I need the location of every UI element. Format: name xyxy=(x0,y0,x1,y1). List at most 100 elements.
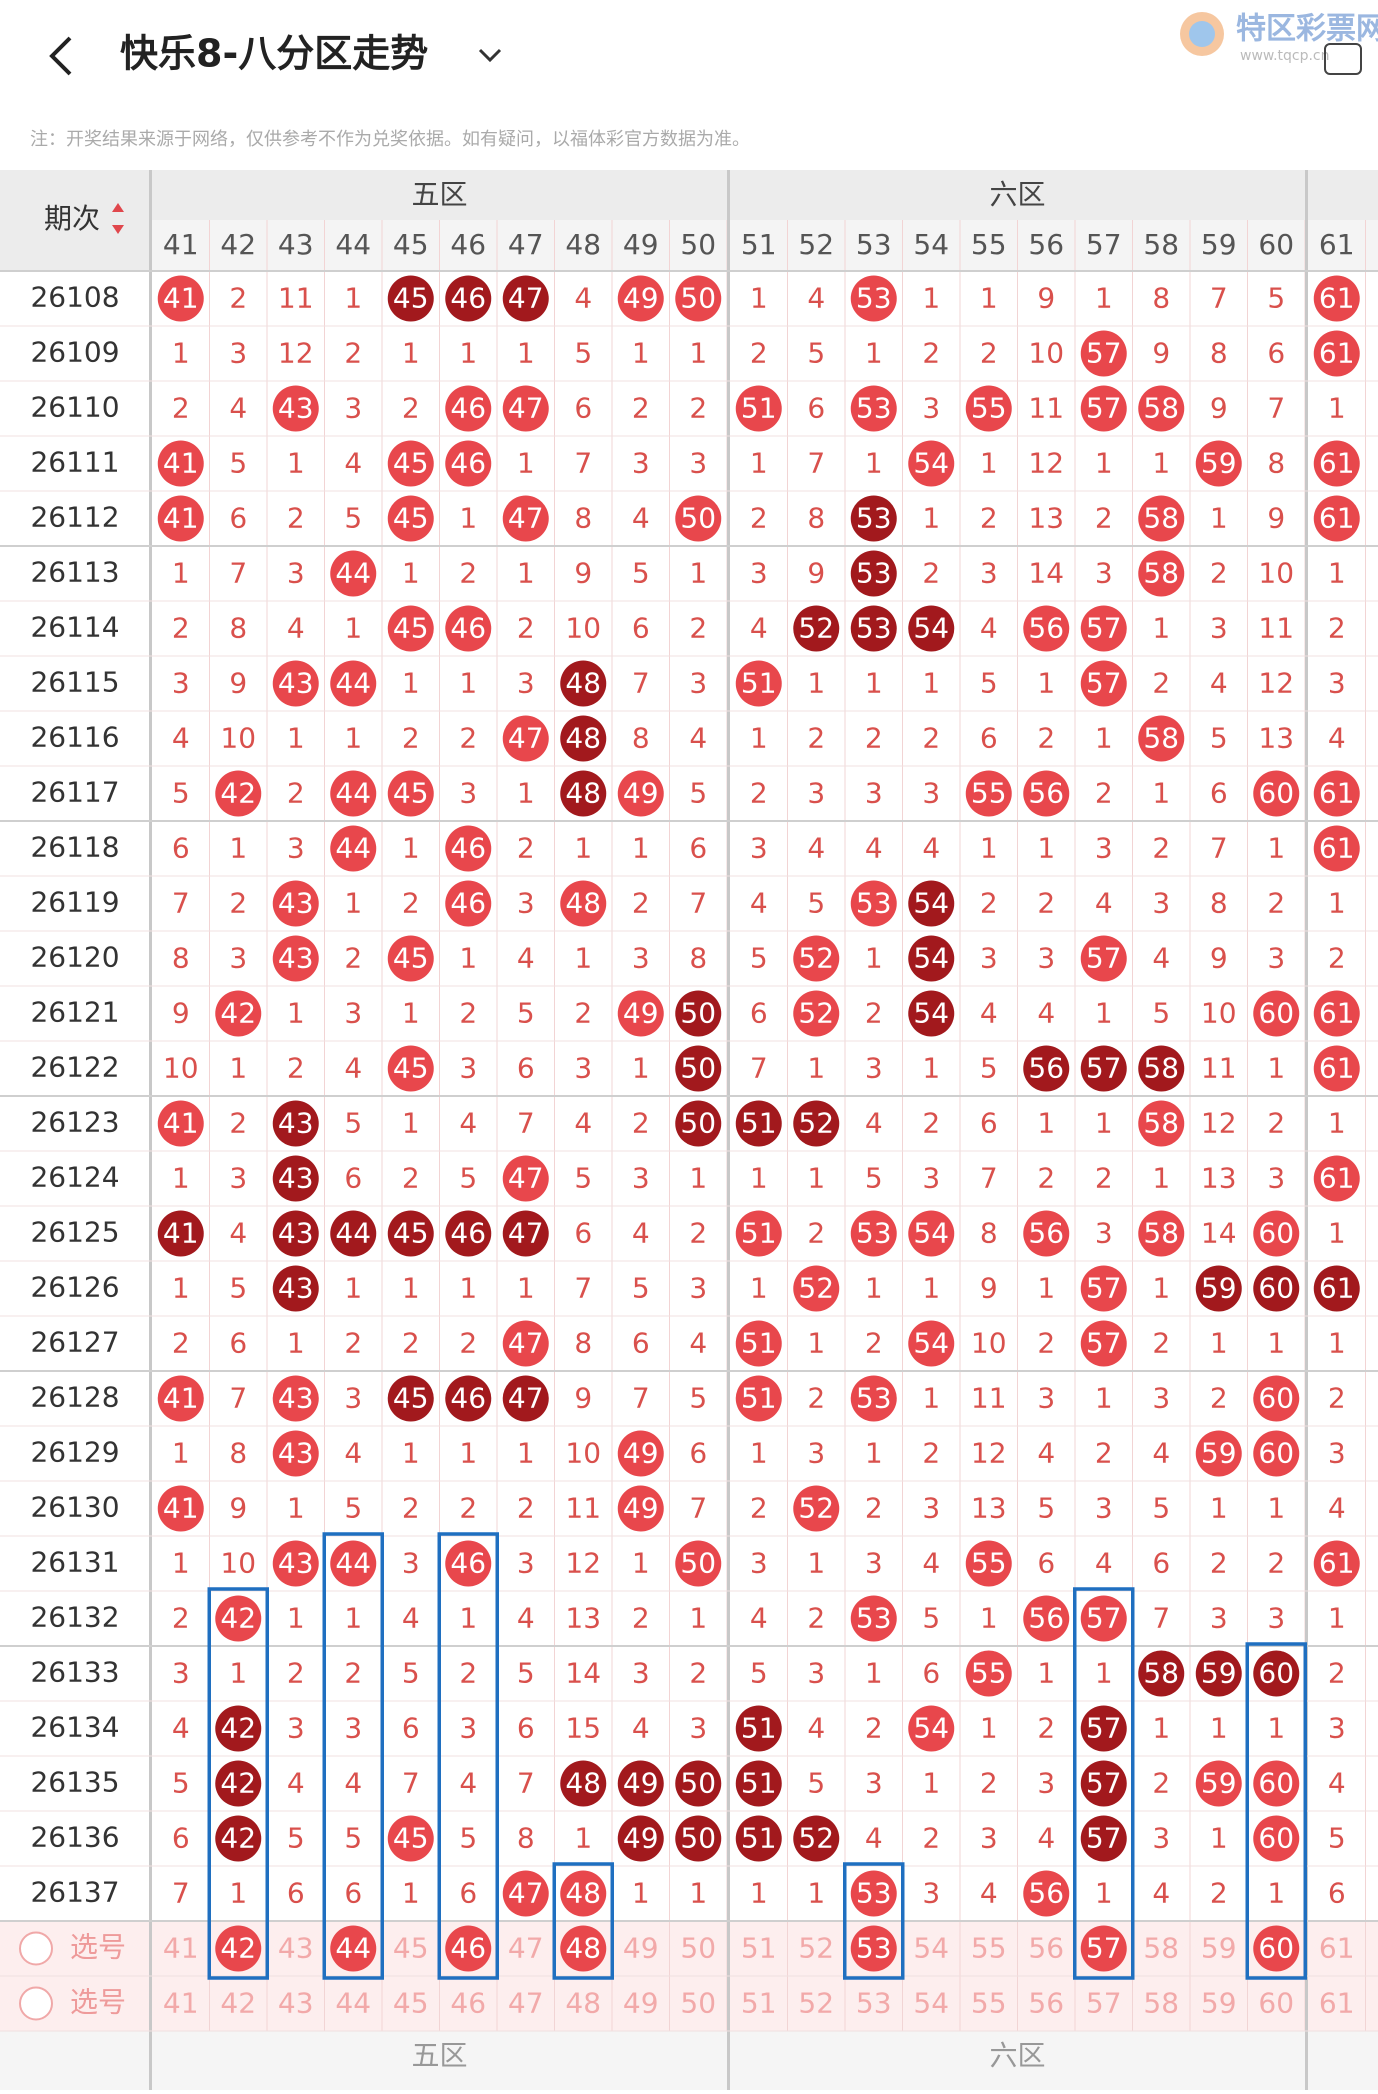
miss-count: 4 xyxy=(172,1712,190,1745)
period: 26115 xyxy=(30,666,119,699)
miss-count: 10 xyxy=(220,1547,256,1580)
selector-number[interactable]: 42 xyxy=(220,1932,256,1965)
miss-count: 12 xyxy=(971,1437,1007,1470)
selector-number[interactable]: 56 xyxy=(1028,1932,1064,1965)
ball-number: 46 xyxy=(450,832,486,865)
selector-number[interactable]: 56 xyxy=(1028,1987,1064,2020)
share-icon[interactable] xyxy=(1324,43,1362,75)
ball xyxy=(908,1210,955,1257)
selector-number[interactable]: 41 xyxy=(163,1932,199,1965)
selector-number[interactable]: 50 xyxy=(680,1932,716,1965)
selector-number[interactable]: 58 xyxy=(1143,1932,1179,1965)
miss-count: 6 xyxy=(517,1712,535,1745)
miss-count: 8 xyxy=(229,1437,247,1470)
selector-number[interactable]: 45 xyxy=(393,1932,429,1965)
selector-number[interactable]: 48 xyxy=(565,1932,601,1965)
ball-number: 47 xyxy=(508,502,544,535)
selector-number[interactable]: 52 xyxy=(798,1932,834,1965)
selector-number[interactable]: 49 xyxy=(623,1932,659,1965)
selected-ball[interactable] xyxy=(850,1925,897,1972)
selector-number[interactable]: 61 xyxy=(1319,1987,1355,2020)
selector-number[interactable]: 47 xyxy=(508,1987,544,2020)
selector-number[interactable]: 54 xyxy=(913,1987,949,2020)
miss-count: 1 xyxy=(865,942,883,975)
selector-number[interactable]: 49 xyxy=(623,1987,659,2020)
miss-count: 1 xyxy=(922,282,940,315)
selector-number[interactable]: 57 xyxy=(1086,1987,1122,2020)
miss-count: 7 xyxy=(689,887,707,920)
miss-count: 1 xyxy=(287,722,305,755)
selector-number[interactable]: 52 xyxy=(798,1987,834,2020)
selected-ball[interactable] xyxy=(1253,1925,1300,1972)
miss-count: 1 xyxy=(402,1107,420,1140)
ball-number: 50 xyxy=(680,282,716,315)
ball-number: 50 xyxy=(680,1822,716,1855)
selector-number[interactable]: 48 xyxy=(565,1987,601,2020)
selector-number[interactable]: 55 xyxy=(971,1932,1007,1965)
selector-number[interactable]: 44 xyxy=(335,1987,371,2020)
selector-number[interactable]: 60 xyxy=(1258,1987,1294,2020)
ball-number: 47 xyxy=(508,392,544,425)
miss-count: 7 xyxy=(574,447,592,480)
miss-count: 3 xyxy=(1152,1822,1170,1855)
period: 26125 xyxy=(30,1216,119,1249)
selector-number[interactable]: 43 xyxy=(278,1987,314,2020)
miss-count: 2 xyxy=(459,557,477,590)
selector-number[interactable]: 61 xyxy=(1319,1932,1355,1965)
miss-count: 4 xyxy=(172,722,190,755)
ball xyxy=(215,1705,262,1752)
selector-number[interactable]: 50 xyxy=(680,1987,716,2020)
ball-number: 60 xyxy=(1258,1822,1294,1855)
selector-number[interactable]: 58 xyxy=(1143,1987,1179,2020)
selector-number[interactable]: 53 xyxy=(856,1932,892,1965)
ball-number: 44 xyxy=(335,832,371,865)
miss-count: 1 xyxy=(922,502,940,535)
miss-count: 6 xyxy=(1328,1877,1346,1910)
selector-number[interactable]: 46 xyxy=(450,1932,486,1965)
select-radio[interactable] xyxy=(19,1986,53,2021)
selector-number[interactable]: 41 xyxy=(163,1987,199,2020)
miss-count: 1 xyxy=(1095,1657,1113,1690)
miss-count: 1 xyxy=(1037,1107,1055,1140)
ball-number: 54 xyxy=(913,447,949,480)
selected-ball[interactable] xyxy=(215,1925,262,1972)
miss-count: 3 xyxy=(750,557,768,590)
ball xyxy=(1313,1540,1360,1587)
selector-number[interactable]: 51 xyxy=(741,1987,777,2020)
selector-number[interactable]: 47 xyxy=(508,1932,544,1965)
selected-ball[interactable] xyxy=(1080,1925,1127,1972)
miss-count: 10 xyxy=(971,1327,1007,1360)
miss-count: 2 xyxy=(1095,502,1113,535)
selector-number[interactable]: 59 xyxy=(1201,1987,1237,2020)
selected-ball[interactable] xyxy=(560,1925,607,1972)
selected-ball[interactable] xyxy=(330,1925,377,1972)
ball xyxy=(735,1815,782,1862)
miss-count: 4 xyxy=(689,722,707,755)
selector-number[interactable]: 53 xyxy=(856,1987,892,2020)
selector-number[interactable]: 60 xyxy=(1258,1932,1294,1965)
selector-number[interactable]: 57 xyxy=(1086,1932,1122,1965)
selector-number[interactable]: 42 xyxy=(220,1987,256,2020)
miss-count: 7 xyxy=(172,1877,190,1910)
selected-ball[interactable] xyxy=(445,1925,492,1972)
selector-number[interactable]: 51 xyxy=(741,1932,777,1965)
select-radio[interactable] xyxy=(19,1931,53,1966)
ball-number: 52 xyxy=(798,1492,834,1525)
selector-number[interactable]: 46 xyxy=(450,1987,486,2020)
miss-count: 4 xyxy=(922,1547,940,1580)
ball xyxy=(908,990,955,1037)
title-dropdown[interactable] xyxy=(478,48,502,63)
selector-number[interactable]: 54 xyxy=(913,1932,949,1965)
ball xyxy=(1080,660,1127,707)
miss-count: 6 xyxy=(344,1877,362,1910)
selector-number[interactable]: 43 xyxy=(278,1932,314,1965)
miss-count: 6 xyxy=(1210,777,1228,810)
selector-number[interactable]: 59 xyxy=(1201,1932,1237,1965)
selector-number[interactable]: 55 xyxy=(971,1987,1007,2020)
selector-number[interactable]: 44 xyxy=(335,1932,371,1965)
back-button[interactable] xyxy=(49,36,72,76)
selector-number[interactable]: 45 xyxy=(393,1987,429,2020)
miss-count: 10 xyxy=(1028,337,1064,370)
period: 26122 xyxy=(30,1051,119,1084)
miss-count: 3 xyxy=(402,1547,420,1580)
